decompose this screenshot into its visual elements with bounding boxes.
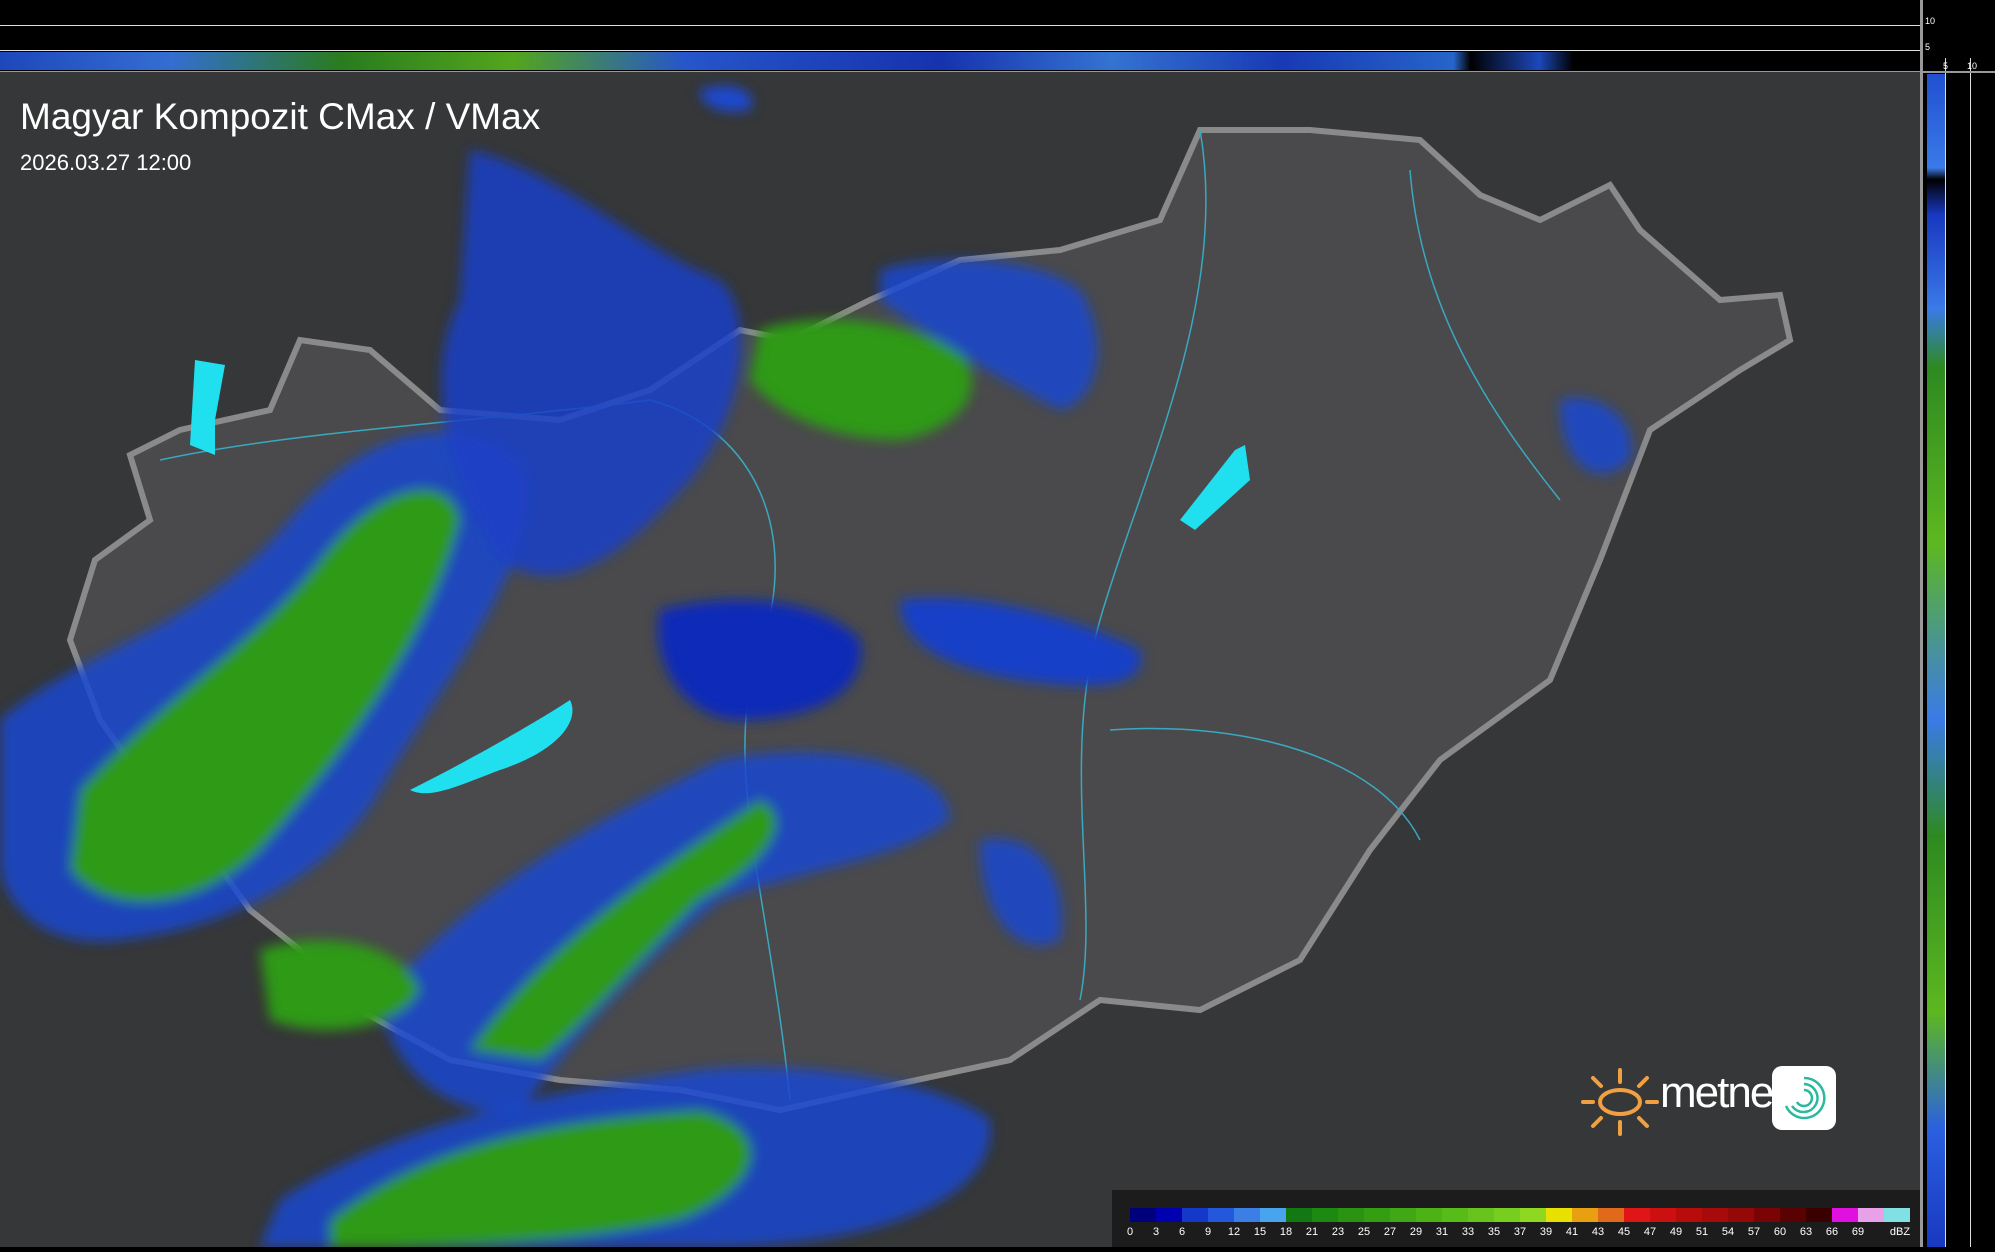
legend-swatch — [1468, 1208, 1494, 1222]
legend-label: 23 — [1331, 1226, 1345, 1238]
right-tick: 5 — [1943, 61, 1949, 71]
legend-swatch — [1260, 1208, 1286, 1222]
map-timestamp: 2026.03.27 12:00 — [20, 150, 192, 175]
legend-swatch — [1546, 1208, 1572, 1222]
legend-swatch — [1286, 1208, 1312, 1222]
legend-label: 37 — [1513, 1226, 1527, 1238]
legend-label: 27 — [1383, 1226, 1397, 1238]
legend-swatch — [1858, 1208, 1884, 1222]
legend-labels: 0 3 6 9 12 15 18 21 23 25 27 29 31 33 35 37 39 41 43 45 47 49… — [1126, 1226, 1930, 1240]
legend-label: 18 — [1279, 1226, 1293, 1238]
lake-balaton — [410, 700, 573, 794]
legend-label: 6 — [1178, 1226, 1186, 1238]
legend-label: 35 — [1487, 1226, 1501, 1238]
legend-label: 29 — [1409, 1226, 1423, 1238]
legend-swatch — [1754, 1208, 1780, 1222]
legend-swatch — [1338, 1208, 1364, 1222]
legend-swatch — [1494, 1208, 1520, 1222]
legend-swatch — [1702, 1208, 1728, 1222]
vertical-profile-top — [0, 0, 1920, 72]
legend-swatch — [1182, 1208, 1208, 1222]
legend-swatch — [1598, 1208, 1624, 1222]
lake-tisza — [1180, 445, 1250, 530]
legend-swatch — [1676, 1208, 1702, 1222]
legend-label: 47 — [1643, 1226, 1657, 1238]
profile-gridline — [1945, 58, 1946, 1247]
legend-label: 25 — [1357, 1226, 1371, 1238]
legend-swatch — [1884, 1208, 1910, 1222]
legend-label: 51 — [1695, 1226, 1709, 1238]
legend-swatch — [1572, 1208, 1598, 1222]
metnet-sun-logo-icon — [1581, 1068, 1659, 1136]
legend-label: 12 — [1227, 1226, 1241, 1238]
profile-separator — [1920, 0, 1923, 1247]
legend-label: 45 — [1617, 1226, 1631, 1238]
lake-neusiedl — [190, 360, 225, 455]
legend-swatch — [1780, 1208, 1806, 1222]
legend-color-bar — [1130, 1208, 1910, 1222]
precipitation — [0, 86, 1632, 1247]
legend-swatch — [1390, 1208, 1416, 1222]
top-tick: 10 — [1925, 16, 1936, 26]
legend-label: 49 — [1669, 1226, 1683, 1238]
legend-label: 33 — [1461, 1226, 1475, 1238]
map-title: Magyar Kompozit CMax / VMax — [20, 96, 541, 137]
legend-swatch — [1832, 1208, 1858, 1222]
legend-label: 43 — [1591, 1226, 1605, 1238]
legend-label: 69 — [1851, 1226, 1865, 1238]
profile-reflectivity-band-right — [1927, 74, 1945, 1247]
legend-label: 66 — [1825, 1226, 1839, 1238]
profile-gridline — [0, 25, 1920, 26]
profile-reflectivity-band — [0, 52, 1710, 70]
legend-label: 57 — [1747, 1226, 1761, 1238]
legend-label: 0 — [1126, 1226, 1134, 1238]
metnet-logo-text: metnet — [1660, 1068, 1785, 1117]
legend-swatch — [1208, 1208, 1234, 1222]
legend-swatch — [1520, 1208, 1546, 1222]
legend-swatch — [1156, 1208, 1182, 1222]
legend-swatch — [1364, 1208, 1390, 1222]
legend-label: 60 — [1773, 1226, 1787, 1238]
legend-label: 3 — [1152, 1226, 1160, 1238]
profile-gridline — [0, 50, 1920, 51]
legend-swatch — [1650, 1208, 1676, 1222]
right-tick: 10 — [1967, 61, 1978, 71]
legend-swatch — [1442, 1208, 1468, 1222]
legend-unit: dBZ — [1889, 1226, 1911, 1238]
legend-swatch — [1130, 1208, 1156, 1222]
legend-label: 31 — [1435, 1226, 1449, 1238]
legend-label: 39 — [1539, 1226, 1553, 1238]
profile-gridline — [1970, 58, 1971, 1247]
legend-label: 21 — [1305, 1226, 1319, 1238]
legend-label: 54 — [1721, 1226, 1735, 1238]
legend-label: 41 — [1565, 1226, 1579, 1238]
metnet-app-icon — [1772, 1066, 1836, 1130]
legend-label: 9 — [1204, 1226, 1212, 1238]
legend-swatch — [1312, 1208, 1338, 1222]
legend-label: 63 — [1799, 1226, 1813, 1238]
legend-swatch — [1806, 1208, 1832, 1222]
top-tick: 5 — [1925, 42, 1931, 52]
radar-map-svg — [0, 86, 1794, 1247]
legend-swatch — [1624, 1208, 1650, 1222]
legend-swatch — [1416, 1208, 1442, 1222]
dbz-legend: 0 3 6 9 12 15 18 21 23 25 27 29 31 33 35 37 39 41 43 45 47 49… — [1112, 1190, 1920, 1247]
legend-swatch — [1234, 1208, 1260, 1222]
radar-map[interactable] — [0, 72, 1920, 1247]
legend-swatch — [1728, 1208, 1754, 1222]
legend-label: 15 — [1253, 1226, 1267, 1238]
